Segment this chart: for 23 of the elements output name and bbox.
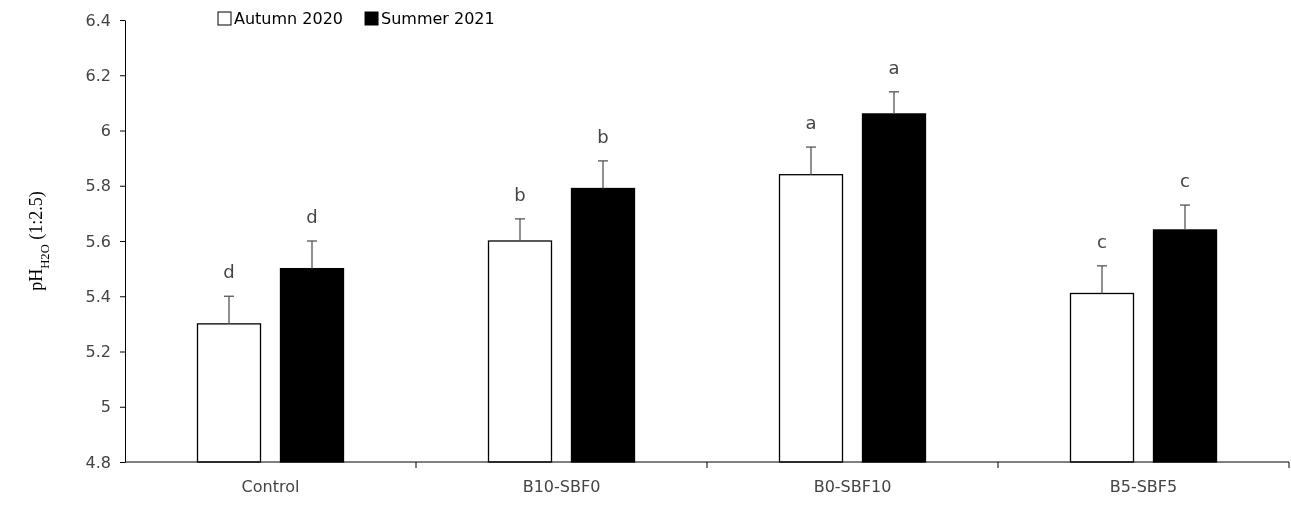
y-tick-label: 5.4 [85, 286, 111, 306]
x-tick-label: B0-SBF10 [813, 477, 892, 496]
y-tick-label: 6 [100, 121, 111, 141]
annotation: a [805, 112, 817, 134]
y-tick-label: 6.2 [85, 65, 111, 85]
annotation: b [597, 125, 609, 147]
annotation: d [306, 206, 318, 227]
x-tick-label: B5-SBF5 [1109, 477, 1178, 496]
annotation: c [1180, 170, 1190, 192]
y-tick-label: 5 [100, 397, 111, 417]
y-tick-label: 6.4 [85, 10, 111, 30]
x-tick-label: B10-SBF0 [522, 477, 601, 496]
y-tick-label: 5.8 [85, 176, 111, 196]
annotation: b [514, 183, 526, 205]
legend-label: Autumn 2020 [234, 9, 344, 28]
y-tick-label: 4.8 [85, 452, 111, 472]
y-tick-label: 5.6 [85, 231, 111, 251]
y-tick-label: 5.2 [85, 342, 111, 362]
legend-label: Summer 2021 [381, 9, 495, 28]
annotation: c [1097, 230, 1107, 252]
annotation: a [888, 56, 900, 78]
x-tick-label: Control [241, 477, 300, 496]
annotation: d [223, 261, 235, 283]
